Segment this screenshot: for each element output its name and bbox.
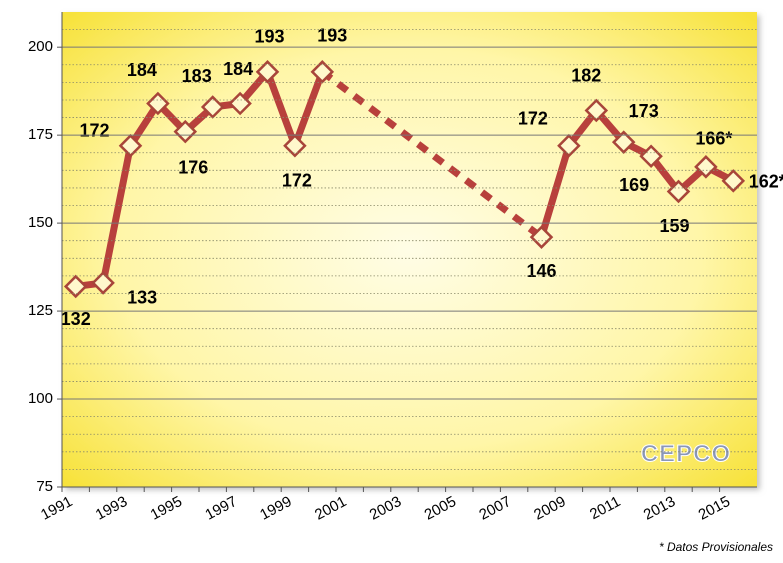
value-label: 184 (223, 59, 253, 79)
value-label: 193 (317, 26, 347, 46)
marker (173, 119, 198, 144)
y-tick-label: 200 (28, 38, 53, 55)
marker (228, 91, 252, 116)
marker (721, 169, 746, 193)
y-tick-label: 175 (28, 126, 53, 143)
marker (118, 133, 143, 158)
x-tick-label: 1997 (202, 493, 239, 524)
y-tick-label: 150 (28, 214, 53, 231)
marker (63, 274, 88, 299)
value-label: 172 (282, 170, 312, 190)
x-tick-label: 1991 (38, 493, 75, 524)
logo: CEPCO (641, 440, 731, 467)
value-label: 183 (182, 66, 212, 86)
x-tick-label: 2013 (641, 493, 678, 524)
gap-connector (320, 69, 544, 240)
marker (557, 133, 581, 158)
line (75, 68, 326, 290)
x-tick-label: 2009 (531, 493, 568, 524)
marker (91, 271, 115, 295)
marker (694, 155, 718, 179)
x-tick-label: 2007 (476, 493, 513, 524)
marker (611, 130, 636, 154)
x-tick-label: 2011 (587, 493, 623, 523)
value-label: 176 (178, 157, 208, 177)
value-label: 172 (79, 120, 109, 140)
value-label: 173 (629, 101, 659, 121)
y-tick-label: 100 (28, 390, 53, 407)
x-tick-label: 2003 (367, 493, 404, 524)
x-tick-label: 1995 (148, 493, 185, 524)
value-label: 184 (127, 60, 157, 80)
value-label: 169 (619, 175, 649, 195)
value-label: 133 (127, 288, 157, 308)
marker (529, 225, 554, 249)
y-tick-label: 125 (28, 302, 53, 319)
value-label: 146 (526, 261, 556, 281)
plot-area (62, 12, 757, 487)
value-label: 132 (61, 309, 91, 329)
value-label: 172 (518, 108, 548, 128)
value-label: 193 (254, 27, 284, 47)
annotation: * Datos Provisionales (659, 540, 773, 554)
marker (310, 60, 335, 84)
value-label: 162* (749, 172, 783, 192)
marker (200, 95, 225, 119)
y-tick-label: 75 (36, 478, 53, 495)
value-label: 182 (571, 65, 601, 85)
x-tick-label: 2001 (312, 493, 349, 524)
marker (255, 60, 280, 84)
x-tick-label: 1993 (93, 493, 130, 524)
x-tick-label: 1999 (257, 493, 294, 524)
marker (584, 98, 609, 123)
x-tick-label: 2005 (422, 493, 459, 524)
value-label: 159 (659, 216, 689, 236)
value-label: 166* (695, 129, 732, 149)
marker (283, 133, 307, 158)
x-tick-label: 2015 (696, 493, 733, 524)
